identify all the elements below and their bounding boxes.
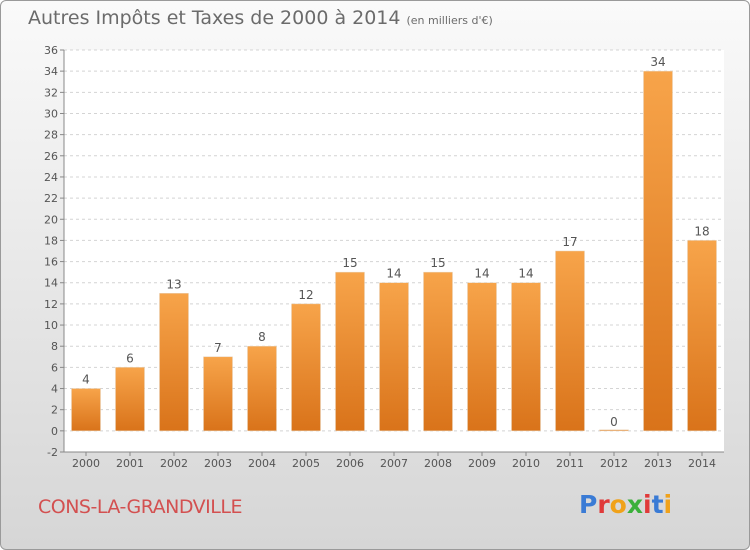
bar-2007 bbox=[379, 282, 409, 432]
chart-title-text: Autres Impôts et Taxes de 2000 à 2014 bbox=[28, 7, 401, 29]
x-tick-label-2011: 2011 bbox=[556, 457, 584, 470]
data-label-2005: 12 bbox=[298, 288, 313, 302]
bar-2003 bbox=[203, 356, 233, 432]
bar-2008 bbox=[423, 271, 453, 432]
proxiti-logo: Proxiti bbox=[579, 490, 672, 519]
x-axis-ticks: 2000 2001 2002 2003 2004 2005 2006 2007 2008 2009… bbox=[72, 452, 716, 470]
bar-2014 bbox=[687, 240, 717, 432]
y-tick-label: 36 bbox=[44, 44, 58, 57]
data-labels: 4 6 13 7 8 12 15 14 15 14 14 17 0 34 18 bbox=[82, 55, 709, 429]
bar-2006 bbox=[335, 271, 365, 432]
y-tick-label: 2 bbox=[51, 404, 58, 417]
y-tick-label: 28 bbox=[44, 129, 58, 142]
data-label-2014: 18 bbox=[694, 224, 709, 238]
logo-letter: P bbox=[579, 490, 598, 519]
logo-letter: o bbox=[609, 490, 627, 519]
y-tick-label: 22 bbox=[44, 192, 58, 205]
bar-2011 bbox=[555, 250, 585, 432]
y-tick-label: 10 bbox=[44, 319, 58, 332]
y-tick-label: 16 bbox=[44, 256, 58, 269]
data-label-2000: 4 bbox=[82, 373, 90, 387]
data-label-2006: 15 bbox=[342, 256, 357, 270]
data-label-2001: 6 bbox=[126, 351, 134, 365]
x-tick-label-2012: 2012 bbox=[600, 457, 628, 470]
commune-name: CONS-LA-GRANDVILLE bbox=[38, 496, 242, 518]
logo-letter: i bbox=[643, 490, 652, 519]
data-label-2012: 0 bbox=[610, 415, 618, 429]
x-tick-label-2005: 2005 bbox=[292, 457, 320, 470]
x-tick-label-2010: 2010 bbox=[512, 457, 540, 470]
data-label-2011: 17 bbox=[562, 235, 577, 249]
x-tick-label-2003: 2003 bbox=[204, 457, 232, 470]
data-label-2003: 7 bbox=[214, 341, 222, 355]
y-tick-label: 30 bbox=[44, 107, 58, 120]
bar-2004 bbox=[247, 345, 277, 432]
bar-2002 bbox=[159, 293, 189, 432]
x-tick-label-2004: 2004 bbox=[248, 457, 276, 470]
data-label-2007: 14 bbox=[386, 267, 401, 281]
data-label-2010: 14 bbox=[518, 267, 533, 281]
data-label-2009: 14 bbox=[474, 267, 489, 281]
y-tick-label: 20 bbox=[44, 213, 58, 226]
logo-letter: i bbox=[663, 490, 673, 519]
x-tick-label-2014: 2014 bbox=[688, 457, 716, 470]
bar-2010 bbox=[511, 282, 541, 432]
bar-2012 bbox=[599, 429, 629, 432]
bar-2000 bbox=[71, 388, 101, 432]
x-tick-label-2008: 2008 bbox=[424, 457, 452, 470]
data-label-2008: 15 bbox=[430, 256, 445, 270]
y-tick-label: 8 bbox=[51, 340, 58, 353]
bar-2005 bbox=[291, 303, 321, 432]
chart-unit: (en milliers d'€) bbox=[406, 14, 493, 27]
x-tick-label-2002: 2002 bbox=[160, 457, 188, 470]
bar-2013 bbox=[643, 70, 673, 432]
chart-title: Autres Impôts et Taxes de 2000 à 2014 (en… bbox=[28, 7, 493, 29]
bars bbox=[71, 70, 717, 432]
x-tick-label-2009: 2009 bbox=[468, 457, 496, 470]
x-tick-label-2001: 2001 bbox=[116, 457, 144, 470]
data-label-2013: 34 bbox=[650, 55, 665, 69]
x-tick-label-2000: 2000 bbox=[72, 457, 100, 470]
y-tick-label: 14 bbox=[44, 277, 58, 290]
x-tick-label-2006: 2006 bbox=[336, 457, 364, 470]
x-tick-label-2007: 2007 bbox=[380, 457, 408, 470]
logo-letter: t bbox=[651, 490, 664, 519]
y-tick-label: 26 bbox=[44, 150, 58, 163]
y-tick-label: 18 bbox=[44, 234, 58, 247]
x-tick-label-2013: 2013 bbox=[644, 457, 672, 470]
logo-letter: x bbox=[626, 490, 643, 519]
y-tick-label: 12 bbox=[44, 298, 58, 311]
y-tick-label: 4 bbox=[51, 383, 58, 396]
y-tick-label: 24 bbox=[44, 171, 58, 184]
logo-letter: r bbox=[597, 490, 610, 519]
y-tick-label: 34 bbox=[44, 65, 58, 78]
y-tick-label: -2 bbox=[47, 446, 58, 459]
bar-2001 bbox=[115, 367, 145, 432]
data-label-2002: 13 bbox=[166, 277, 181, 291]
data-label-2004: 8 bbox=[258, 330, 266, 344]
y-tick-label: 0 bbox=[51, 425, 58, 438]
bar-2009 bbox=[467, 282, 497, 432]
y-tick-label: 6 bbox=[51, 361, 58, 374]
y-tick-label: 32 bbox=[44, 86, 58, 99]
